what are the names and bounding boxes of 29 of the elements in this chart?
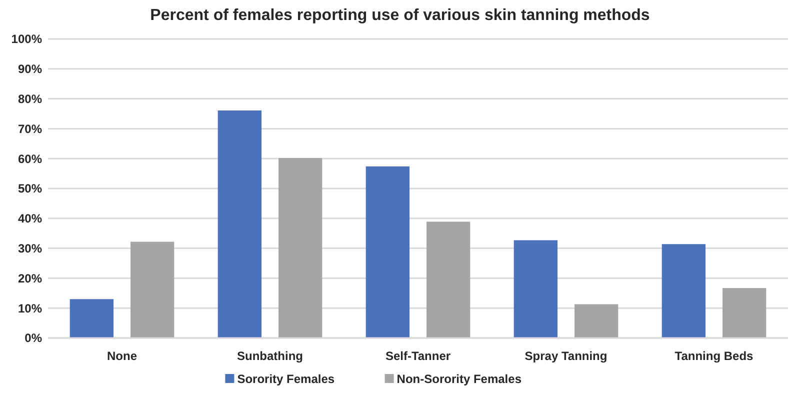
bar bbox=[130, 242, 174, 338]
y-tick-label: 70% bbox=[18, 122, 42, 136]
bar bbox=[70, 299, 114, 338]
bar bbox=[218, 110, 262, 338]
bar bbox=[722, 288, 766, 338]
bar bbox=[366, 166, 410, 338]
x-tick-label: None bbox=[107, 349, 138, 363]
bar bbox=[662, 244, 706, 338]
y-tick-label: 20% bbox=[18, 271, 42, 286]
x-tick-label: Sunbathing bbox=[237, 349, 303, 363]
y-tick-label: 0% bbox=[24, 331, 42, 346]
legend-label: Non-Sorority Females bbox=[396, 372, 522, 386]
y-tick-label: 80% bbox=[18, 92, 42, 106]
y-tick-label: 10% bbox=[18, 301, 42, 316]
x-tick-label: Self-Tanner bbox=[385, 349, 451, 363]
bar bbox=[426, 222, 470, 338]
bar bbox=[278, 158, 322, 338]
x-tick-label: Tanning Beds bbox=[674, 349, 754, 363]
bar bbox=[514, 240, 558, 338]
legend-label: Sorority Females bbox=[237, 372, 335, 386]
bar bbox=[574, 304, 618, 338]
x-tick-label: Spray Tanning bbox=[524, 349, 608, 363]
chart-title: Percent of females reporting use of various skin tanning methods bbox=[150, 7, 650, 24]
y-tick-label: 90% bbox=[18, 62, 42, 76]
y-tick-label: 60% bbox=[18, 152, 42, 166]
y-tick-label: 50% bbox=[18, 182, 42, 196]
y-tick-label: 40% bbox=[18, 212, 42, 226]
y-tick-label: 30% bbox=[18, 242, 42, 256]
y-tick-label: 100% bbox=[11, 32, 42, 46]
